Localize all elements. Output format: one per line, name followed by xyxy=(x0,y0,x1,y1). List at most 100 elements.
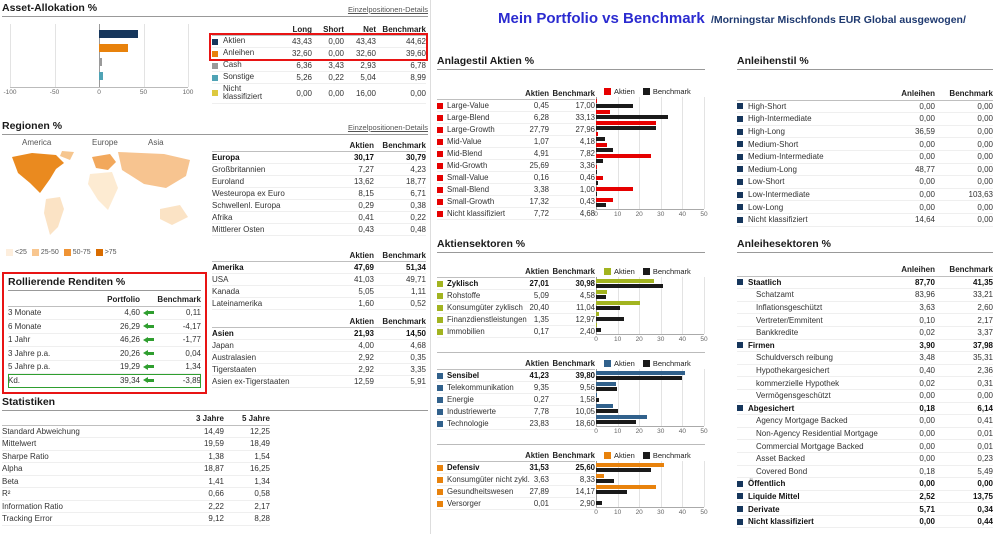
cell-benchmark: 37,98 xyxy=(972,340,993,350)
table-row: Immobilien 0,17 2,40 xyxy=(437,326,595,338)
cell-portfolio: 26,29 xyxy=(119,321,140,331)
cell-benchmark: 0,00 xyxy=(977,101,993,111)
cell-benchmark: 103,63 xyxy=(968,190,993,200)
table-row: Nicht klassifiziert 0,00 0,44 xyxy=(737,516,993,529)
cell-benchmark: 51,34 xyxy=(405,263,426,272)
cell-benchmark: 1,00 xyxy=(579,185,595,194)
style-label: Mid-Blend xyxy=(447,149,483,158)
table-row: Asien ex-Tigerstaaten 12,59 5,91 xyxy=(212,376,426,388)
column-header: Benchmark xyxy=(552,451,595,460)
cell-benchmark: 4,58 xyxy=(579,291,595,300)
cell-net: 32,60 xyxy=(355,49,376,58)
region-label: Afrika xyxy=(212,213,233,222)
period-label: 3 Monate xyxy=(8,308,42,318)
bond-style-label: High-Long xyxy=(748,127,785,137)
column-header: Short xyxy=(323,25,344,34)
series-marker xyxy=(737,216,748,223)
regions-details-link[interactable]: Einzelpositionen-Details xyxy=(347,123,428,132)
table-row: Standard Abweichung 14,49 12,25 xyxy=(2,426,270,438)
series-marker-icon xyxy=(437,372,443,379)
cell-y5: 8,28 xyxy=(254,514,270,524)
series-marker xyxy=(737,103,748,110)
series-marker xyxy=(212,50,223,57)
table-row: Mittelwert 19,59 18,49 xyxy=(2,438,270,451)
cell-benchmark: 4,68 xyxy=(410,341,426,350)
cell-benchmark: 6,71 xyxy=(410,189,426,198)
table-row: Aktien 43,43 0,00 43,43 44,62 xyxy=(212,36,426,48)
asset-allocation-details-link[interactable]: Einzelpositionen-Details xyxy=(347,5,428,14)
legend-label: Aktien xyxy=(614,87,635,96)
bar-pair xyxy=(596,463,704,472)
series-marker-icon xyxy=(737,166,743,173)
bar-pair xyxy=(596,198,704,207)
series-marker-icon xyxy=(437,126,443,133)
period-label: 5 Jahre p.a. xyxy=(8,362,51,372)
cell-benchmark: 35,31 xyxy=(972,353,993,363)
series-marker-icon xyxy=(437,384,443,391)
series-marker-icon xyxy=(737,518,743,525)
column-header: Benchmark xyxy=(552,359,595,368)
green-arrow-icon xyxy=(140,323,155,330)
cell-short: 0,00 xyxy=(328,49,344,58)
cell-benchmark: 13,75 xyxy=(972,491,993,501)
cell-benchmark: 0,00 xyxy=(977,127,993,137)
sector-label: Finanzdienstleistungen xyxy=(447,315,527,324)
cell-y3: 2,22 xyxy=(208,501,224,511)
map-legend-swatch xyxy=(6,249,13,256)
cell-benchmark: 30,79 xyxy=(405,153,426,162)
statistic-label: R² xyxy=(2,489,11,499)
series-marker xyxy=(212,74,223,81)
bar-chart-plot xyxy=(596,97,705,210)
table-row: Vertreter/Emmitent 0,10 2,17 xyxy=(737,314,993,327)
bond-style-label: Low-Intermediate xyxy=(748,190,810,200)
cell-aktien: 0,41 xyxy=(358,213,374,222)
table-row: Agency Mortgage Backed 0,00 0,41 xyxy=(737,415,993,428)
cell-benchmark: 30,98 xyxy=(575,279,595,288)
region-label: Tigerstaaten xyxy=(212,365,257,374)
cell-aktien: 47,69 xyxy=(353,263,374,272)
cell-aktien: 2,92 xyxy=(358,353,374,362)
chart-legend: Aktien Benchmark xyxy=(596,358,704,369)
cell-anleihen: 0,02 xyxy=(919,328,935,338)
cell-benchmark: 5,49 xyxy=(977,466,993,476)
cell-aktien: 0,43 xyxy=(358,225,374,234)
cell-benchmark: 49,71 xyxy=(405,275,426,284)
bar-pair xyxy=(596,165,704,174)
sector-label: Versorger xyxy=(447,499,481,508)
statistic-label: Tracking Error xyxy=(2,514,53,524)
page-title: Mein Portfolio vs Benchmark /Morningstar… xyxy=(498,10,996,27)
table-row: Öffentlich 0,00 0,00 xyxy=(737,478,993,491)
column-header: Net xyxy=(363,25,376,34)
sensitive-sectors-chart: Aktien Benchmark 0 10 20 30 40 50 xyxy=(594,358,707,437)
table-row: High-Long 36,59 0,00 xyxy=(737,126,993,139)
table-row: Zyklisch 27,01 30,98 xyxy=(437,278,595,290)
series-marker xyxy=(437,198,447,205)
table-row: Schwellenl. Europa 0,29 0,38 xyxy=(212,200,426,212)
series-marker-icon xyxy=(437,292,443,299)
asset-class-label: Nicht klassifiziert xyxy=(223,84,263,102)
cell-benchmark: -3,89 xyxy=(182,375,201,385)
series-marker-icon xyxy=(737,493,743,500)
asset-bar xyxy=(99,58,102,66)
cell-y5: 1,34 xyxy=(254,476,270,486)
column-header: Aktien xyxy=(349,317,374,326)
cell-benchmark: 25,60 xyxy=(575,463,595,472)
cell-long: 5,26 xyxy=(296,73,312,82)
cell-benchmark: 10,05 xyxy=(575,407,595,416)
table-row: Mid-Growth 25,69 3,36 xyxy=(437,160,595,172)
column-header: Benchmark xyxy=(382,251,426,260)
column-header: Benchmark xyxy=(157,294,201,304)
table-row: Vermögensgeschützt 0,00 0,00 xyxy=(737,390,993,403)
cell-aktien: 4,91 xyxy=(533,149,549,158)
column-header: Aktien xyxy=(349,251,374,260)
series-marker xyxy=(437,162,447,169)
equity-sectors-header: Aktiensektoren % xyxy=(437,238,705,253)
statistic-label: Information Ratio xyxy=(2,501,63,511)
column-header: Anleihen xyxy=(901,265,935,275)
table-header-row: Aktien Benchmark xyxy=(437,358,595,370)
bar-pair xyxy=(596,323,704,332)
cell-benchmark: 0,22 xyxy=(410,213,426,222)
series-marker xyxy=(737,128,748,135)
style-label: Mid-Value xyxy=(447,137,482,146)
